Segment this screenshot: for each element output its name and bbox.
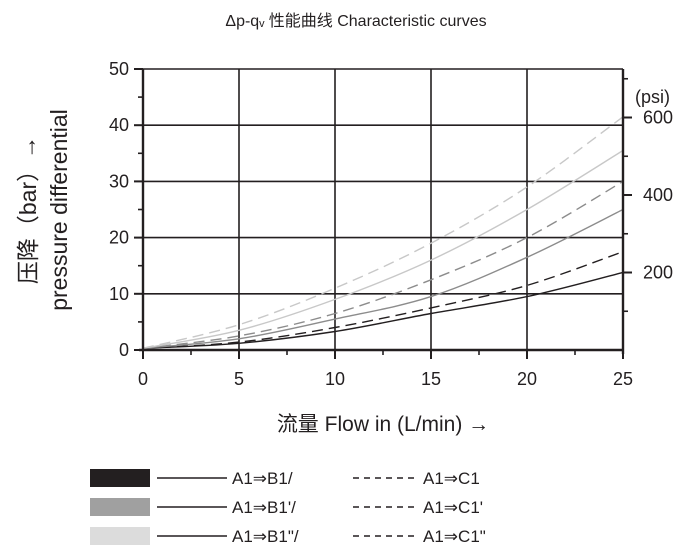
legend: A1⇒B1/A1⇒C1 A1⇒B1'/ A1⇒C1' A1⇒B1"/ A1⇒C1" [90,469,486,546]
x-tick-label: 0 [138,369,148,389]
x-tick-label: 5 [234,369,244,389]
y-tick-label: 40 [109,115,129,135]
series-layer [142,116,624,349]
series-line-2 [142,251,624,349]
x-tick-label: 25 [613,369,633,389]
legend-dashed-label: A1⇒C1 [423,469,480,488]
x-axis-label: 流量 Flow in (L/min) → [277,413,489,436]
legend-swatch [90,527,150,545]
y-tick-label: 20 [109,228,129,248]
series-line-6 [142,116,624,349]
y-tick-label: 0 [119,340,129,360]
series-line-1 [142,271,624,349]
series-line-4 [142,180,624,349]
ticks: 0 10 20 30 40 50 0 5 10 15 20 25 200 400 600 [109,59,673,389]
legend-swatch [90,498,150,516]
legend-swatch [90,469,150,487]
x-tick-label: 15 [421,369,441,389]
legend-solid-label: A1⇒B1'/ [232,498,296,517]
legend-solid-label: A1⇒B1"/ [232,527,299,546]
series-line-5 [142,149,624,349]
y-axis-label-line1: 压降（bar）→ [15,136,41,284]
grid [143,68,623,350]
psi-tick-label: 200 [643,263,673,283]
axes [139,69,625,354]
y-tick-label: 30 [109,171,129,191]
legend-solid-label: A1⇒B1/ [232,469,293,488]
y-axis-label-line2: pressure differential [46,109,72,311]
secondary-axis-unit: (psi) [635,87,670,107]
x-tick-label: 10 [325,369,345,389]
legend-dashed-label: A1⇒C1' [423,498,483,517]
psi-tick-label: 400 [643,185,673,205]
chart-title: Δp-qᵥ 性能曲线 Characteristic curves [225,12,486,30]
y-tick-label: 10 [109,284,129,304]
psi-tick-label: 600 [643,108,673,128]
series-line-3 [142,208,624,349]
legend-dashed-label: A1⇒C1" [423,527,486,546]
y-tick-label: 50 [109,59,129,79]
x-tick-label: 20 [517,369,537,389]
